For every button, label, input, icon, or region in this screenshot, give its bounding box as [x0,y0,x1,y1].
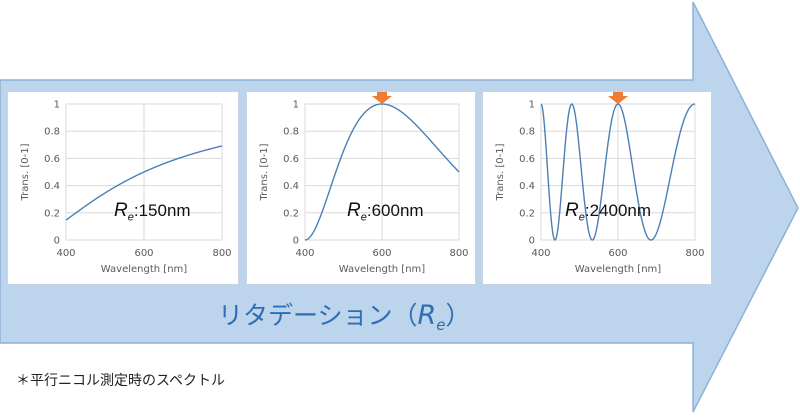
retardation-label-2400: Re:2400nm [565,200,651,223]
y-axis-label: Trans. [0-1] [259,143,270,201]
y-tick-label: 0.2 [283,208,299,219]
peak-marker-arrow [608,92,628,104]
chart-panel-600: 0 0.2 0.4 0.6 0.8 1 400 600 800 Wavelength [nm] Tr… [247,92,475,284]
y-tick-label: 0.2 [44,208,60,219]
y-axis-label: Trans. [0-1] [20,143,31,201]
re-symbol: R [114,200,128,221]
x-tick-label: 800 [212,248,231,259]
re-subscript: e [360,211,367,224]
footnote: ＊平行ニコル測定時のスペクトル [16,373,226,389]
y-tick-label: 0.8 [283,127,299,138]
re-symbol: R [565,200,579,221]
x-tick-label: 400 [56,248,75,259]
y-tick-label: 0.4 [519,181,535,192]
x-tick-label: 400 [531,248,550,259]
re-value: :600nm [366,201,424,220]
re-value: :150nm [133,201,191,220]
x-tick-label: 800 [685,248,704,259]
y-tick-label: 0.4 [283,181,299,192]
x-axis-label: Wavelength [nm] [101,264,187,275]
banner-text: リタデーション（ [218,301,418,330]
y-tick-label: 0.6 [44,154,60,165]
x-tick-label: 600 [372,248,391,259]
y-tick-label: 1 [293,100,299,111]
x-tick-label: 600 [134,248,153,259]
y-tick-label: 0 [529,236,535,247]
y-tick-label: 0 [54,236,60,247]
y-tick-label: 0 [293,236,299,247]
banner-subscript: e [436,316,446,334]
x-tick-label: 800 [449,248,468,259]
x-tick-label: 600 [608,248,627,259]
chart-panel-2400: 0 0.2 0.4 0.6 0.8 1 400 600 800 Wavelength [nm] Tr… [483,92,711,284]
x-tick-label: 400 [295,248,314,259]
retardation-label-150: Re:150nm [114,200,191,223]
chart-panel-150: 0 0.2 0.4 0.6 0.8 1 400 600 800 Wavelength [nm] Tr… [8,92,238,284]
y-tick-label: 0.8 [44,127,60,138]
chart-150: 0 0.2 0.4 0.6 0.8 1 400 600 800 Wavelength [nm] Tr… [20,100,232,276]
y-tick-label: 0.6 [519,154,535,165]
y-axis-label: Trans. [0-1] [495,143,506,201]
series-line [65,145,223,221]
chart-2400: 0 0.2 0.4 0.6 0.8 1 400 600 800 Wavelength [nm] Tr… [495,92,705,275]
y-tick-label: 1 [529,100,535,111]
y-tick-label: 0.8 [519,127,535,138]
re-subscript: e [578,211,585,224]
re-value: :2400nm [584,201,652,220]
re-symbol: R [347,200,361,221]
banner-symbol: R [417,300,437,331]
y-tick-label: 1 [54,100,60,111]
y-tick-label: 0.4 [44,181,60,192]
re-subscript: e [127,211,134,224]
y-tick-label: 0.2 [519,208,535,219]
chart-600: 0 0.2 0.4 0.6 0.8 1 400 600 800 Wavelength [nm] Tr… [259,92,469,275]
peak-marker-arrow [372,92,392,104]
x-axis-label: Wavelength [nm] [575,264,661,275]
x-axis-label: Wavelength [nm] [339,264,425,275]
retardation-banner: リタデーション（Re） [218,296,471,334]
y-tick-label: 0.6 [283,154,299,165]
banner-close: ） [445,301,471,330]
retardation-label-600: Re:600nm [347,200,424,223]
